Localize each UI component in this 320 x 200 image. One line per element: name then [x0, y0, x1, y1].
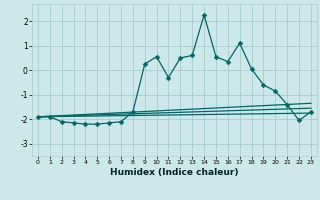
X-axis label: Humidex (Indice chaleur): Humidex (Indice chaleur)	[110, 168, 239, 177]
